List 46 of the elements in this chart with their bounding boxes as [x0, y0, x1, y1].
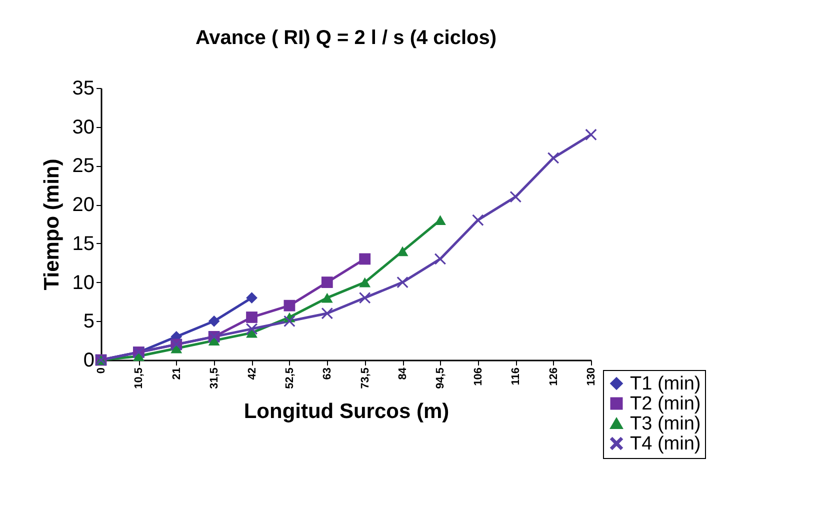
point — [284, 315, 296, 327]
legend-label: T1 (min) — [630, 374, 701, 394]
y-tick-label: 30 — [72, 116, 94, 138]
x-tick-label: 73,5 — [359, 368, 372, 389]
x-tick-label: 116 — [510, 368, 522, 386]
point — [321, 276, 333, 288]
x-axis-title: Longitud Surcos (m) — [244, 400, 450, 423]
point — [284, 300, 296, 312]
point — [434, 215, 446, 226]
legend-label: T3 (min) — [630, 414, 701, 434]
y-tick-label: 10 — [72, 272, 94, 294]
point — [548, 152, 560, 164]
point — [321, 308, 333, 320]
point — [585, 128, 597, 140]
point — [208, 315, 220, 327]
y-tick-label: 20 — [72, 194, 94, 216]
point — [472, 214, 484, 226]
y-tick-label: 5 — [83, 310, 94, 333]
x-tick-label: 0 — [96, 368, 108, 374]
x-tick-label: 94,5 — [434, 368, 447, 389]
point — [396, 246, 408, 256]
x-tick-label: 10,5 — [133, 368, 146, 389]
x-tick-label: 31,5 — [208, 368, 221, 389]
point — [359, 253, 371, 265]
legend-label: T2 (min) — [630, 394, 701, 414]
x-tick-label: 126 — [548, 368, 560, 386]
y-tick-label: 35 — [72, 78, 94, 100]
point — [246, 312, 258, 323]
y-axis-title: Tiempo (min) — [40, 158, 64, 290]
point — [359, 292, 371, 304]
point — [321, 292, 333, 303]
point — [246, 292, 258, 304]
y-tick-label: 15 — [72, 232, 94, 255]
y-tick-label: 25 — [72, 155, 94, 178]
x-tick-label: 52,5 — [284, 368, 296, 389]
point — [359, 277, 371, 288]
x-tick-label: 63 — [322, 368, 334, 380]
x-tick-label: 21 — [170, 368, 183, 380]
x-tick-label: 130 — [586, 368, 598, 386]
point — [246, 323, 258, 335]
chart-title: Avance ( RI) Q = 2 l / s (4 ciclos) — [195, 27, 497, 49]
x-tick-label: 106 — [472, 368, 484, 386]
x-tick-label: 84 — [397, 366, 410, 380]
legend-label: T4 (min) — [630, 434, 701, 454]
x-tick-label: 42 — [246, 368, 258, 380]
point — [510, 191, 522, 202]
